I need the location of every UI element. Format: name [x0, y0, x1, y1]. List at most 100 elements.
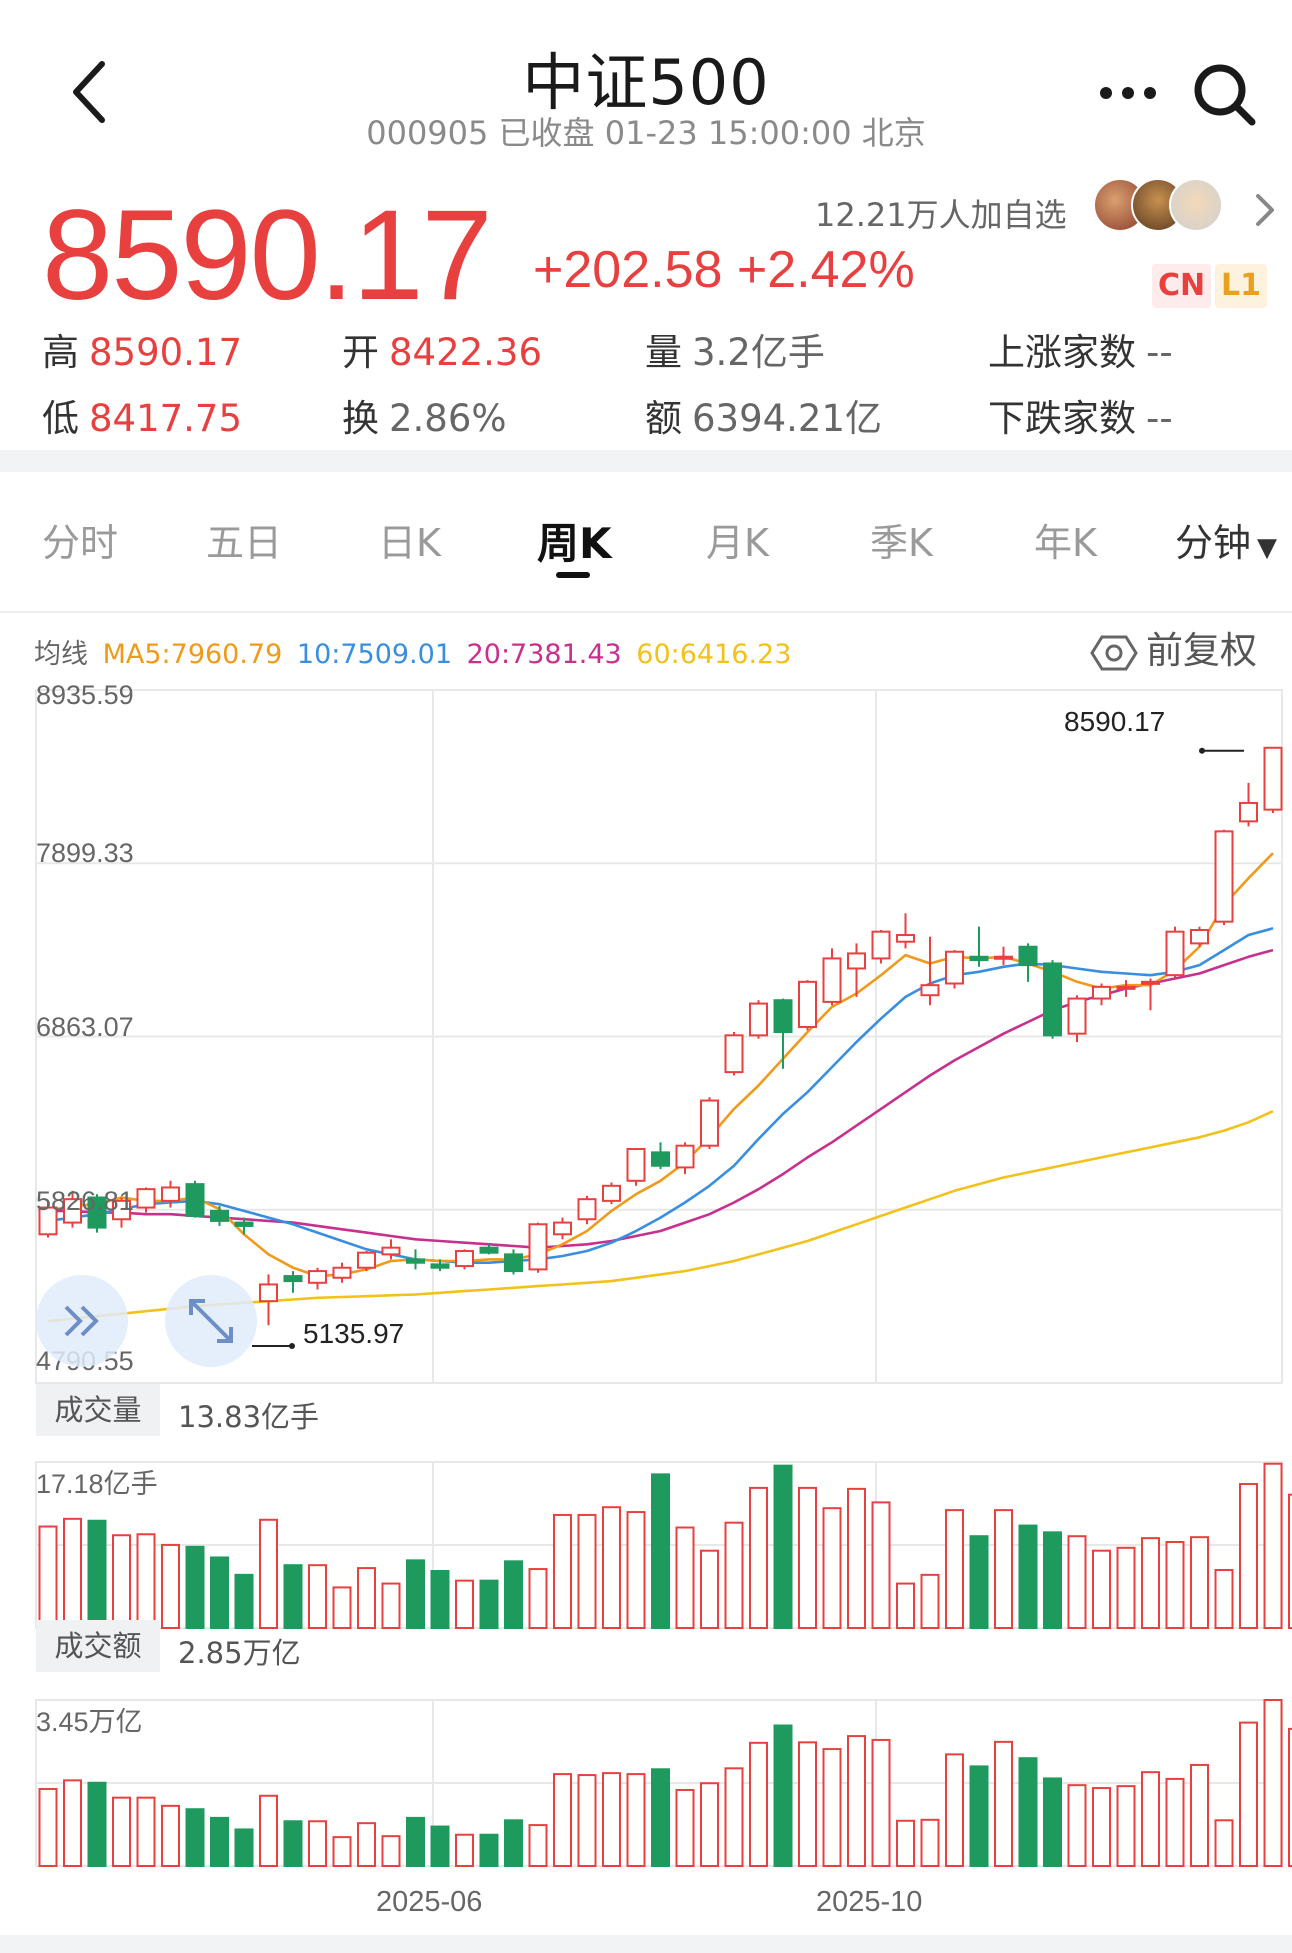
- candle-body: [381, 1246, 401, 1256]
- amount-bar: [1288, 1727, 1292, 1867]
- candle-body: [87, 1196, 107, 1229]
- amount-bar: [749, 1741, 768, 1868]
- volume-bar: [577, 1513, 597, 1630]
- candle-body: [234, 1221, 254, 1227]
- candle-body: [1067, 997, 1087, 1035]
- amount-bar: [87, 1781, 107, 1867]
- watchlist-count[interactable]: 12.21万人加自选: [815, 196, 1067, 234]
- stat-volume: 量 3.2亿手: [645, 322, 825, 376]
- expand-history-button[interactable]: [36, 1275, 128, 1367]
- volume-bar: [479, 1579, 499, 1630]
- stat-advancers: 上涨家数 --: [988, 322, 1173, 376]
- amount-bar: [308, 1820, 327, 1868]
- amount-bar: [357, 1822, 376, 1867]
- candle-body: [749, 1002, 768, 1037]
- change-percent: +2.42%: [736, 241, 915, 299]
- tab-intraday[interactable]: 分时: [42, 521, 119, 565]
- amount-bar: [847, 1735, 866, 1867]
- candle-body: [528, 1223, 548, 1271]
- tab-quarterly-k[interactable]: 季K: [870, 521, 933, 565]
- amount-bar: [871, 1738, 891, 1868]
- amount-bar: [283, 1820, 303, 1868]
- amount-bar: [1165, 1777, 1185, 1868]
- candle-body: [210, 1209, 229, 1222]
- chevron-right-icon[interactable]: [1250, 190, 1280, 230]
- amount-bar: [136, 1796, 156, 1868]
- volume-bar: [675, 1526, 695, 1630]
- volume-bar: [1018, 1524, 1038, 1630]
- volume-max-label: 17.18亿手: [36, 1469, 158, 1499]
- candle-body: [455, 1250, 474, 1268]
- amount-title: 成交额: [36, 1620, 160, 1672]
- search-icon[interactable]: [1190, 60, 1260, 130]
- amount-bar: [455, 1833, 474, 1867]
- tab-minute[interactable]: 分钟 ▼: [1175, 512, 1277, 567]
- market-badge-cn: CN: [1152, 264, 1212, 308]
- tab-divider: [0, 611, 1292, 613]
- back-arrow-icon[interactable]: [62, 58, 122, 128]
- stat-low: 低 8417.75: [42, 388, 242, 442]
- amount-bar: [651, 1768, 670, 1868]
- candle-body: [1239, 801, 1258, 823]
- amount-max-label: 3.45万亿: [36, 1707, 143, 1737]
- candle-body: [626, 1148, 646, 1182]
- volume-bar: [1190, 1536, 1209, 1630]
- candle-body: [651, 1151, 670, 1167]
- amount-bar: [1263, 1699, 1283, 1867]
- volume-bar: [1116, 1546, 1136, 1630]
- volume-bar: [553, 1513, 572, 1630]
- x-tick-label: 2025-06: [376, 1886, 483, 1918]
- candle-body: [308, 1270, 327, 1284]
- amount-bar: [1214, 1819, 1234, 1867]
- amount-bar: [63, 1779, 82, 1868]
- amount-bar: [969, 1765, 989, 1868]
- volume-bar: [38, 1525, 58, 1629]
- caret-down-icon: ▼: [1257, 533, 1278, 563]
- adjust-selector[interactable]: 前复权: [1090, 620, 1257, 674]
- amount-bar: [528, 1824, 548, 1867]
- volume-bar: [528, 1568, 548, 1629]
- x-tick-label: 2025-10: [816, 1886, 923, 1918]
- candle-body: [161, 1186, 180, 1202]
- tab-yearly-k[interactable]: 年K: [1034, 521, 1097, 565]
- stat-label: 上涨家数: [988, 331, 1136, 374]
- tab-weekly-k[interactable]: 周K: [537, 519, 612, 568]
- volume-bar: [283, 1564, 303, 1630]
- amount-bar: [1190, 1763, 1209, 1868]
- volume-bar: [332, 1586, 352, 1630]
- ma-legend: 均线 MA5:7960.79 10:7509.01 20:7381.43 60:…: [34, 632, 791, 671]
- max-marker-dot: [1199, 747, 1205, 754]
- tab-daily-k[interactable]: 日K: [378, 521, 441, 565]
- stat-amount: 额 6394.21亿: [645, 388, 882, 442]
- watcher-avatars[interactable]: [1093, 178, 1233, 236]
- amount-bar: [626, 1773, 646, 1867]
- quote-status: 000905 已收盘 01-23 15:00:00 北京: [366, 114, 926, 152]
- section-divider: [0, 450, 1292, 472]
- stat-value: 6394.21亿: [692, 397, 883, 440]
- candle-body: [945, 950, 964, 985]
- amount-bar: [259, 1794, 278, 1868]
- settings-hexagon-icon: [1090, 635, 1138, 670]
- volume-bar: [773, 1464, 793, 1630]
- min-price-marker: 5135.97: [303, 1318, 405, 1349]
- volume-bar: [626, 1511, 646, 1630]
- tab-five-day[interactable]: 五日: [206, 521, 283, 565]
- volume-bar: [406, 1559, 425, 1629]
- volume-title: 成交量: [36, 1384, 160, 1436]
- volume-bar: [994, 1509, 1013, 1630]
- more-icon[interactable]: [1098, 78, 1158, 108]
- volume-bar: [185, 1545, 205, 1629]
- tab-monthly-k[interactable]: 月K: [706, 521, 769, 565]
- volume-bar: [1288, 1493, 1292, 1630]
- ma5-line: [47, 852, 1274, 1278]
- candle-body: [38, 1206, 58, 1236]
- stat-label: 换: [342, 397, 379, 440]
- fullscreen-button[interactable]: [165, 1275, 257, 1367]
- candle-body: [1190, 929, 1209, 945]
- amount-bar: [945, 1753, 964, 1867]
- stat-label: 高: [42, 331, 79, 374]
- candle-body: [430, 1263, 450, 1269]
- candle-body: [406, 1258, 425, 1264]
- amount-bar: [1239, 1721, 1258, 1868]
